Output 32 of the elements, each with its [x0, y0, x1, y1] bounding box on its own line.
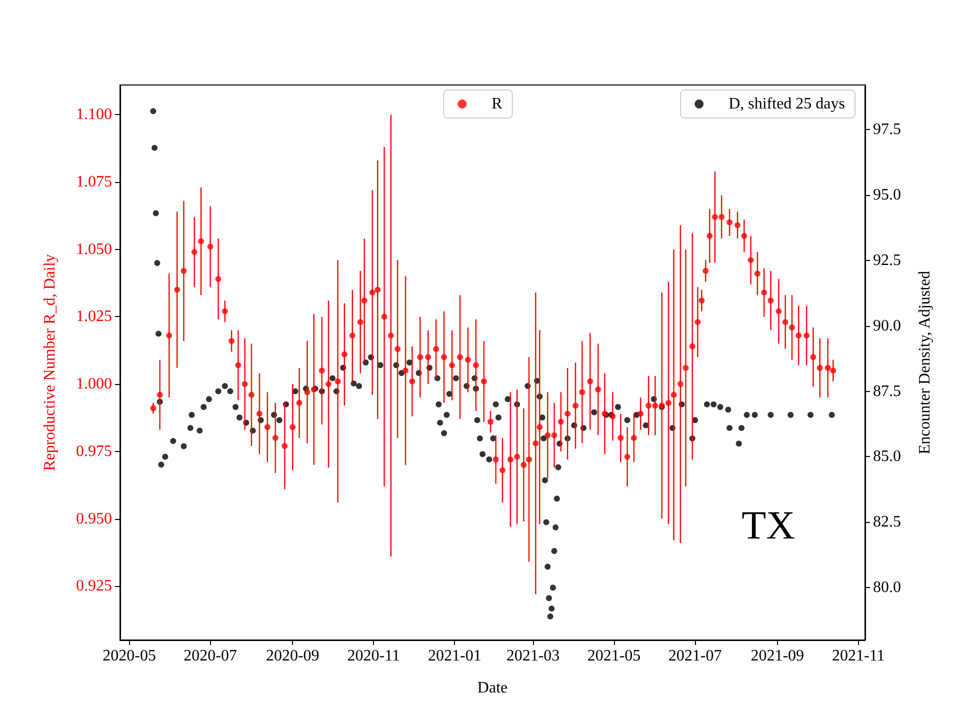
annotation: TX	[742, 502, 796, 548]
y-tick-label: 0.975	[76, 442, 112, 460]
y2-tick-label: 85.0	[873, 448, 901, 466]
y2-tick-label: 95.0	[873, 186, 901, 204]
x-tick-label: 2020-05	[102, 648, 156, 664]
y2-axis-title: Encounter Density, Adjusted	[916, 270, 934, 454]
y2-tick-label: 92.5	[873, 252, 901, 269]
y-tick-label: 1.050	[76, 240, 112, 258]
y-tick-label: 1.075	[76, 173, 112, 190]
x-tick-label: 2021-01	[428, 648, 482, 664]
x-tick-label: 2021-05	[587, 648, 641, 664]
y-tick-label: 1.000	[76, 376, 112, 393]
y2-tick-label: 90.0	[873, 317, 901, 334]
y2-tick-label: 80.0	[873, 579, 901, 596]
y2-tick-label: 87.5	[873, 382, 901, 400]
x-axis-title: Date	[477, 680, 508, 696]
y-tick-label: 0.925	[76, 578, 112, 595]
x-tick-label: 2021-07	[668, 648, 722, 664]
x-tick-label: 2021-03	[506, 648, 560, 664]
y2-tick-label: 97.5	[873, 121, 901, 138]
y2-tick-label: 82.5	[873, 514, 901, 531]
x-tick-label: 2020-07	[184, 648, 237, 664]
legend-label: R	[492, 96, 503, 112]
y-tick-label: 0.950	[76, 510, 112, 528]
y-tick-label: 1.025	[76, 308, 112, 326]
legend-label: D, shifted 25 days	[728, 96, 846, 112]
x-tick-label: 2021-11	[832, 648, 885, 664]
x-tick-label: 2020-11	[347, 648, 400, 664]
y-tick-label: 1.100	[76, 106, 112, 124]
x-tick-label: 2020-09	[266, 648, 320, 664]
y-axis-title: Reproductive Number R_d, Daily	[42, 254, 58, 471]
x-tick-label: 2021-09	[750, 648, 804, 664]
